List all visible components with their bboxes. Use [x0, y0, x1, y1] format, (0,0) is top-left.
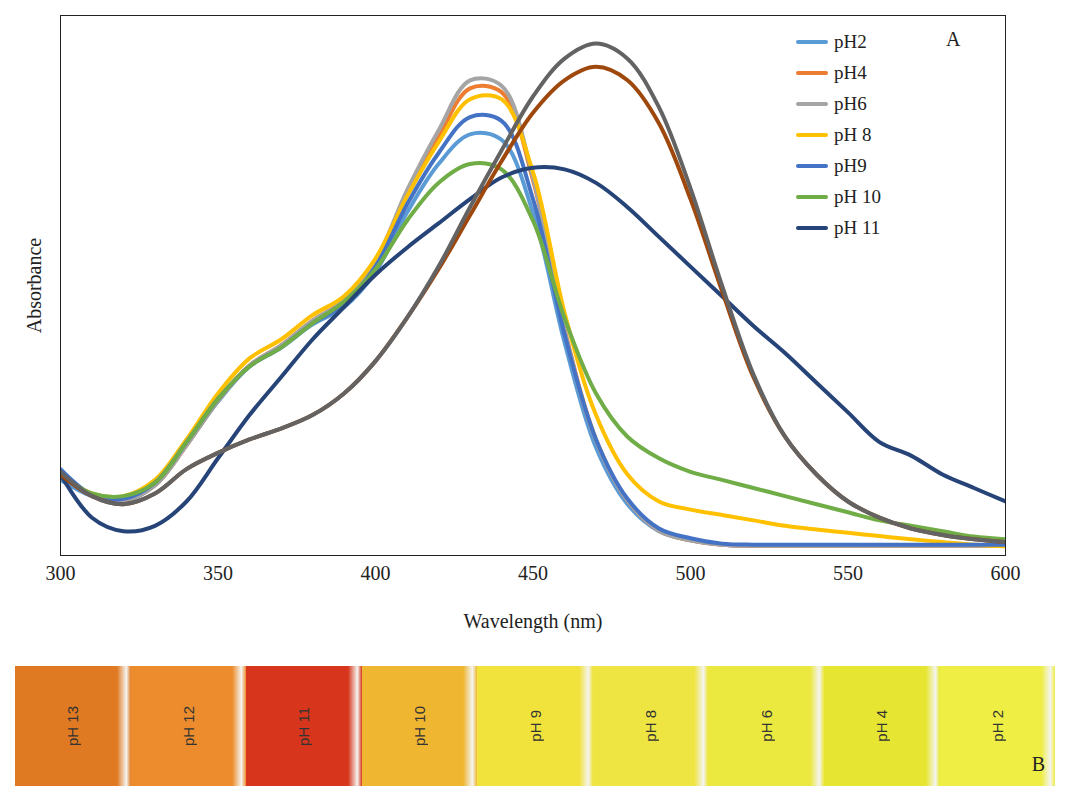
- html-text:pH4: pH4: [834, 61, 867, 83]
- svg-text:350: 350: [203, 562, 233, 584]
- html-text:pH 2: pH 2: [988, 710, 1006, 742]
- html-text:pH 13: pH 13: [64, 706, 82, 746]
- svg-text:550: 550: [833, 562, 863, 584]
- html-text:pH2: pH2: [834, 30, 867, 52]
- svg-text:600: 600: [991, 562, 1021, 584]
- html-text:A: A: [946, 28, 961, 50]
- svg-text:450: 450: [518, 562, 548, 584]
- html-text:pH 8: pH 8: [834, 123, 872, 145]
- html-text:pH 9: pH 9: [526, 710, 544, 742]
- html-text:pH 12: pH 12: [179, 706, 197, 746]
- html-text:pH 4: pH 4: [873, 710, 891, 742]
- svg-text:500: 500: [676, 562, 706, 584]
- html-text:pH 10: pH 10: [411, 706, 428, 746]
- html-text:pH6: pH6: [834, 92, 867, 114]
- html-text:pH 11: pH 11: [834, 216, 881, 238]
- html-text:pH 6: pH 6: [757, 710, 775, 742]
- svg-text:Absorbance: Absorbance: [23, 238, 45, 334]
- svg-text:300: 300: [46, 562, 76, 584]
- html-text:pH 10: pH 10: [834, 185, 881, 207]
- html-text:B: B: [1031, 753, 1045, 775]
- html-text:pH9: pH9: [834, 154, 867, 176]
- html-text:pH 11: pH 11: [295, 706, 313, 746]
- svg-text:Wavelength (nm): Wavelength (nm): [464, 610, 603, 633]
- svg-text:400: 400: [361, 562, 391, 584]
- html-text:pH 8: pH 8: [642, 710, 660, 742]
